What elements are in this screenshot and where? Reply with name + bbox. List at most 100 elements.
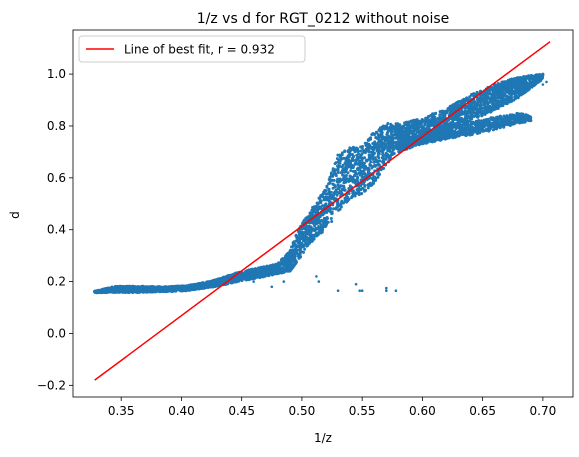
scatter-point [486, 93, 490, 96]
scatter-point [466, 115, 470, 119]
scatter-point [362, 149, 365, 152]
scatter-point [479, 110, 482, 114]
scatter-point [331, 182, 335, 186]
scatter-point [420, 118, 424, 121]
scatter-point [377, 128, 381, 132]
scatter-point [343, 188, 347, 192]
scatter-point [393, 141, 397, 145]
scatter-point [326, 197, 330, 201]
scatter-point [349, 148, 353, 152]
scatter-point [336, 184, 340, 187]
scatter-point [510, 91, 513, 95]
scatter-point [340, 187, 344, 191]
scatter-point [517, 90, 521, 94]
scatter-point [494, 104, 498, 108]
scatter-point [336, 171, 340, 174]
scatter-point [509, 99, 513, 103]
scatter-point [403, 129, 407, 133]
scatter-point [307, 241, 311, 245]
scatter-point [410, 124, 414, 128]
scatter-point [364, 159, 368, 163]
scatter-point [351, 189, 355, 193]
scatter-point [98, 289, 102, 293]
scatter-point [368, 183, 372, 187]
scatter-point [298, 239, 302, 243]
scatter-point [377, 156, 381, 160]
scatter-point [311, 234, 315, 238]
scatter-point [455, 116, 459, 120]
scatter-point [336, 177, 340, 181]
scatter-point [315, 204, 319, 208]
scatter-point [487, 104, 491, 108]
scatter-point [357, 192, 361, 196]
scatter-point [452, 115, 456, 119]
scatter-point [121, 290, 125, 294]
scatter-point [423, 119, 427, 123]
scatter-point [498, 103, 502, 107]
scatter-point [484, 98, 488, 102]
scatter-point [394, 129, 398, 132]
scatter-point [347, 187, 351, 190]
scatter-point [317, 226, 321, 230]
scatter-point [366, 170, 370, 174]
scatter-point [517, 77, 521, 81]
scatter-point [449, 109, 452, 113]
scatter-point [492, 105, 496, 109]
scatter-point [489, 86, 493, 90]
scatter-point [317, 221, 321, 225]
scatter-point [344, 160, 348, 164]
scatter-point [305, 217, 309, 221]
scatter-point [383, 143, 387, 147]
scatter-point [457, 100, 460, 104]
scatter-point [494, 102, 497, 105]
scatter-point [356, 188, 360, 192]
scatter-point [225, 275, 229, 279]
scatter-point [429, 114, 433, 117]
scatter-point [502, 101, 506, 105]
scatter-point [204, 281, 208, 285]
scatter-point [377, 152, 381, 156]
scatter-point [286, 268, 290, 272]
scatter-point [331, 194, 335, 198]
scatter-point [485, 101, 489, 104]
scatter-point [513, 92, 517, 95]
scatter-point [339, 171, 343, 175]
scatter-point [360, 175, 364, 179]
scatter-point [374, 145, 378, 149]
scatter-point [501, 84, 505, 88]
scatter-point [331, 173, 335, 177]
scatter-point [329, 217, 333, 220]
scatter-point [338, 164, 342, 168]
scatter-point [462, 119, 466, 123]
scatter-point [149, 286, 153, 289]
scatter-point [297, 248, 301, 252]
scatter-point [391, 127, 395, 131]
scatter-point [362, 171, 365, 175]
scatter-point [371, 165, 375, 168]
scatter-point [294, 239, 298, 243]
scatter-point [341, 173, 345, 177]
scatter-point [325, 216, 329, 219]
scatter-point [377, 147, 381, 151]
scatter-point [346, 171, 350, 175]
scatter-point [521, 82, 525, 86]
scatter-point [367, 148, 371, 152]
scatter-points [93, 72, 548, 295]
scatter-point [116, 285, 120, 289]
scatter-point [538, 73, 542, 77]
scatter-point [381, 152, 385, 156]
scatter-point [509, 94, 513, 98]
scatter-point [391, 144, 395, 148]
scatter-point [299, 245, 303, 249]
scatter-point [424, 116, 428, 120]
scatter-point [208, 285, 212, 289]
scatter-point [359, 149, 362, 153]
scatter-point [402, 124, 405, 128]
scatter-point [382, 157, 386, 161]
scatter-point [470, 112, 474, 115]
scatter-point [353, 173, 357, 177]
scatter-point [338, 177, 342, 181]
scatter-point [291, 259, 295, 263]
scatter-point [330, 178, 334, 182]
scatter-point [504, 94, 508, 98]
